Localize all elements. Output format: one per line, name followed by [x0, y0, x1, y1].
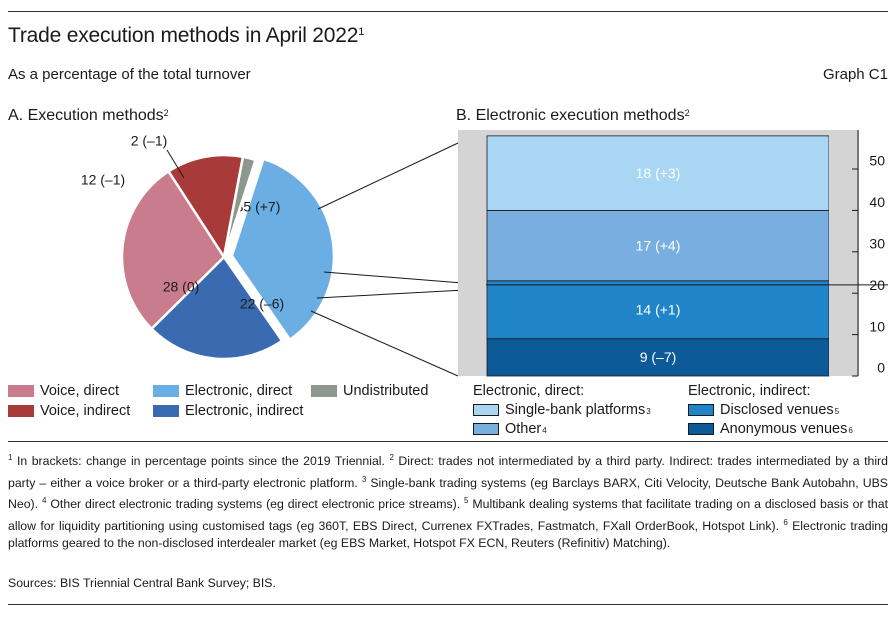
footnote-number: 2: [389, 453, 394, 462]
axis-gap: [829, 130, 859, 376]
footnote-text: Single-bank trading systems (eg Barclays…: [8, 475, 888, 512]
bar-segment-label: 9 (–7): [640, 349, 677, 365]
legend-label: Electronic, indirect: [185, 403, 304, 419]
footnote-text: Electronic trading platforms geared to t…: [8, 518, 888, 550]
legend-note: 3: [646, 406, 651, 416]
legend-swatch: [311, 385, 337, 397]
connector-line: [310, 310, 459, 377]
sources: Sources: BIS Triennial Central Bank Surv…: [8, 576, 276, 590]
legend-note: 5: [834, 406, 840, 416]
bar-segment-single-bank-platforms: [486, 135, 830, 211]
pie-slice-undistributed: [222, 155, 258, 258]
legend-item: Single-bank platforms 3: [473, 402, 651, 418]
footnote-text: Multibank dealing systems that facilitat…: [8, 497, 888, 533]
footnote-number: 6: [783, 517, 788, 527]
connector-line: [316, 288, 487, 299]
pie-label: 12 (–1): [81, 172, 125, 188]
bar-segment-label: 14 (+1): [636, 301, 681, 317]
bar-segment-label: 17 (+4): [636, 237, 681, 253]
legend-head-indirect: Electronic, indirect:: [688, 383, 811, 399]
legend-swatch: [153, 405, 179, 417]
y-tick-label: 10: [869, 318, 885, 334]
y-tick-label: 50: [869, 153, 885, 169]
bar-segment-label: 18 (+3): [636, 165, 681, 181]
legend-item: Disclosed venues 5: [688, 402, 839, 418]
connector-lines: [310, 142, 487, 377]
pie-label: 2 (–1): [131, 133, 168, 149]
graph-id: Graph C1: [822, 66, 888, 83]
pie-label: 22 (–6): [240, 296, 284, 312]
legend-label: Single-bank platforms: [505, 402, 646, 418]
y-tick-label: 30: [869, 236, 885, 252]
legend-swatch: [8, 385, 34, 397]
connector-line: [317, 142, 459, 210]
legend-note: 4: [542, 425, 547, 435]
pie-slice-voice-indirect: [166, 153, 245, 261]
pie-slice-electronic-direct: [230, 157, 336, 342]
legend-label: Voice, direct: [40, 383, 119, 399]
chart-subtitle: As a percentage of the total turnover: [8, 66, 251, 83]
legend-label: Voice, indirect: [40, 403, 131, 419]
y-tick-label: 0: [877, 360, 885, 376]
legend-swatch: [8, 405, 34, 417]
footnote-number: 5: [464, 496, 469, 505]
legend-label: Electronic, direct: [185, 383, 293, 399]
legend-head-direct: Electronic, direct:: [473, 383, 585, 399]
chart-title: Trade execution methods in April 20221: [8, 24, 365, 47]
pie-label: 35 (+7): [236, 199, 281, 215]
panel-a-title: A. Execution methods2: [8, 107, 169, 124]
legend-item: Undistributed: [311, 383, 428, 399]
footnote-number: 1: [8, 453, 13, 462]
legend-swatch: [153, 385, 179, 397]
footnote-number: 3: [361, 474, 367, 484]
legend-swatch: [473, 423, 499, 435]
legend-label: Undistributed: [343, 383, 429, 399]
mid-rule: [8, 441, 888, 442]
y-tick-label: 40: [869, 194, 885, 210]
legend-swatch: [473, 404, 499, 416]
pie-label: 28 (0): [163, 279, 200, 295]
footnote-text: In brackets: change in percentage points…: [12, 454, 390, 469]
leader-line-undistributed: [166, 149, 185, 179]
legend-swatch: [688, 404, 714, 416]
legend-label: Anonymous venues: [720, 421, 848, 437]
legend-note: 6: [848, 425, 853, 435]
panel-b-title: B. Electronic execution methods2: [456, 107, 690, 124]
legend-item: Anonymous venues 6: [688, 421, 853, 437]
legend-swatch: [688, 423, 714, 435]
bar-segment-other: [486, 209, 830, 282]
top-rule: [8, 11, 888, 12]
footnote-text: Direct: trades not intermediated by a th…: [8, 454, 888, 490]
pie-slice-electronic-indirect: [149, 255, 284, 361]
bar-segment-anonymous-venues: [486, 338, 830, 377]
legend-item: Voice, direct: [8, 383, 119, 399]
legend-item: Voice, indirect: [8, 403, 130, 419]
footnote-text: Other direct electronic trading systems …: [46, 497, 465, 512]
legend-label: Other: [505, 421, 542, 437]
pie-chart: 35 (+7) 22 (–6) 28 (0) 12 (–1) 2 (–1): [81, 133, 336, 361]
legend-item: Other 4: [473, 421, 547, 437]
legend-label: Disclosed venues: [720, 402, 834, 418]
footnote-number: 4: [42, 496, 47, 505]
pie-slice-voice-direct: [120, 169, 226, 331]
bar-segment-disclosed-venues: [486, 280, 830, 340]
footnotes: 1 In brackets: change in percentage poin…: [8, 449, 888, 552]
legend-item: Electronic, direct: [153, 383, 292, 399]
legend-item: Electronic, indirect: [153, 403, 303, 419]
bottom-rule: [8, 604, 888, 605]
